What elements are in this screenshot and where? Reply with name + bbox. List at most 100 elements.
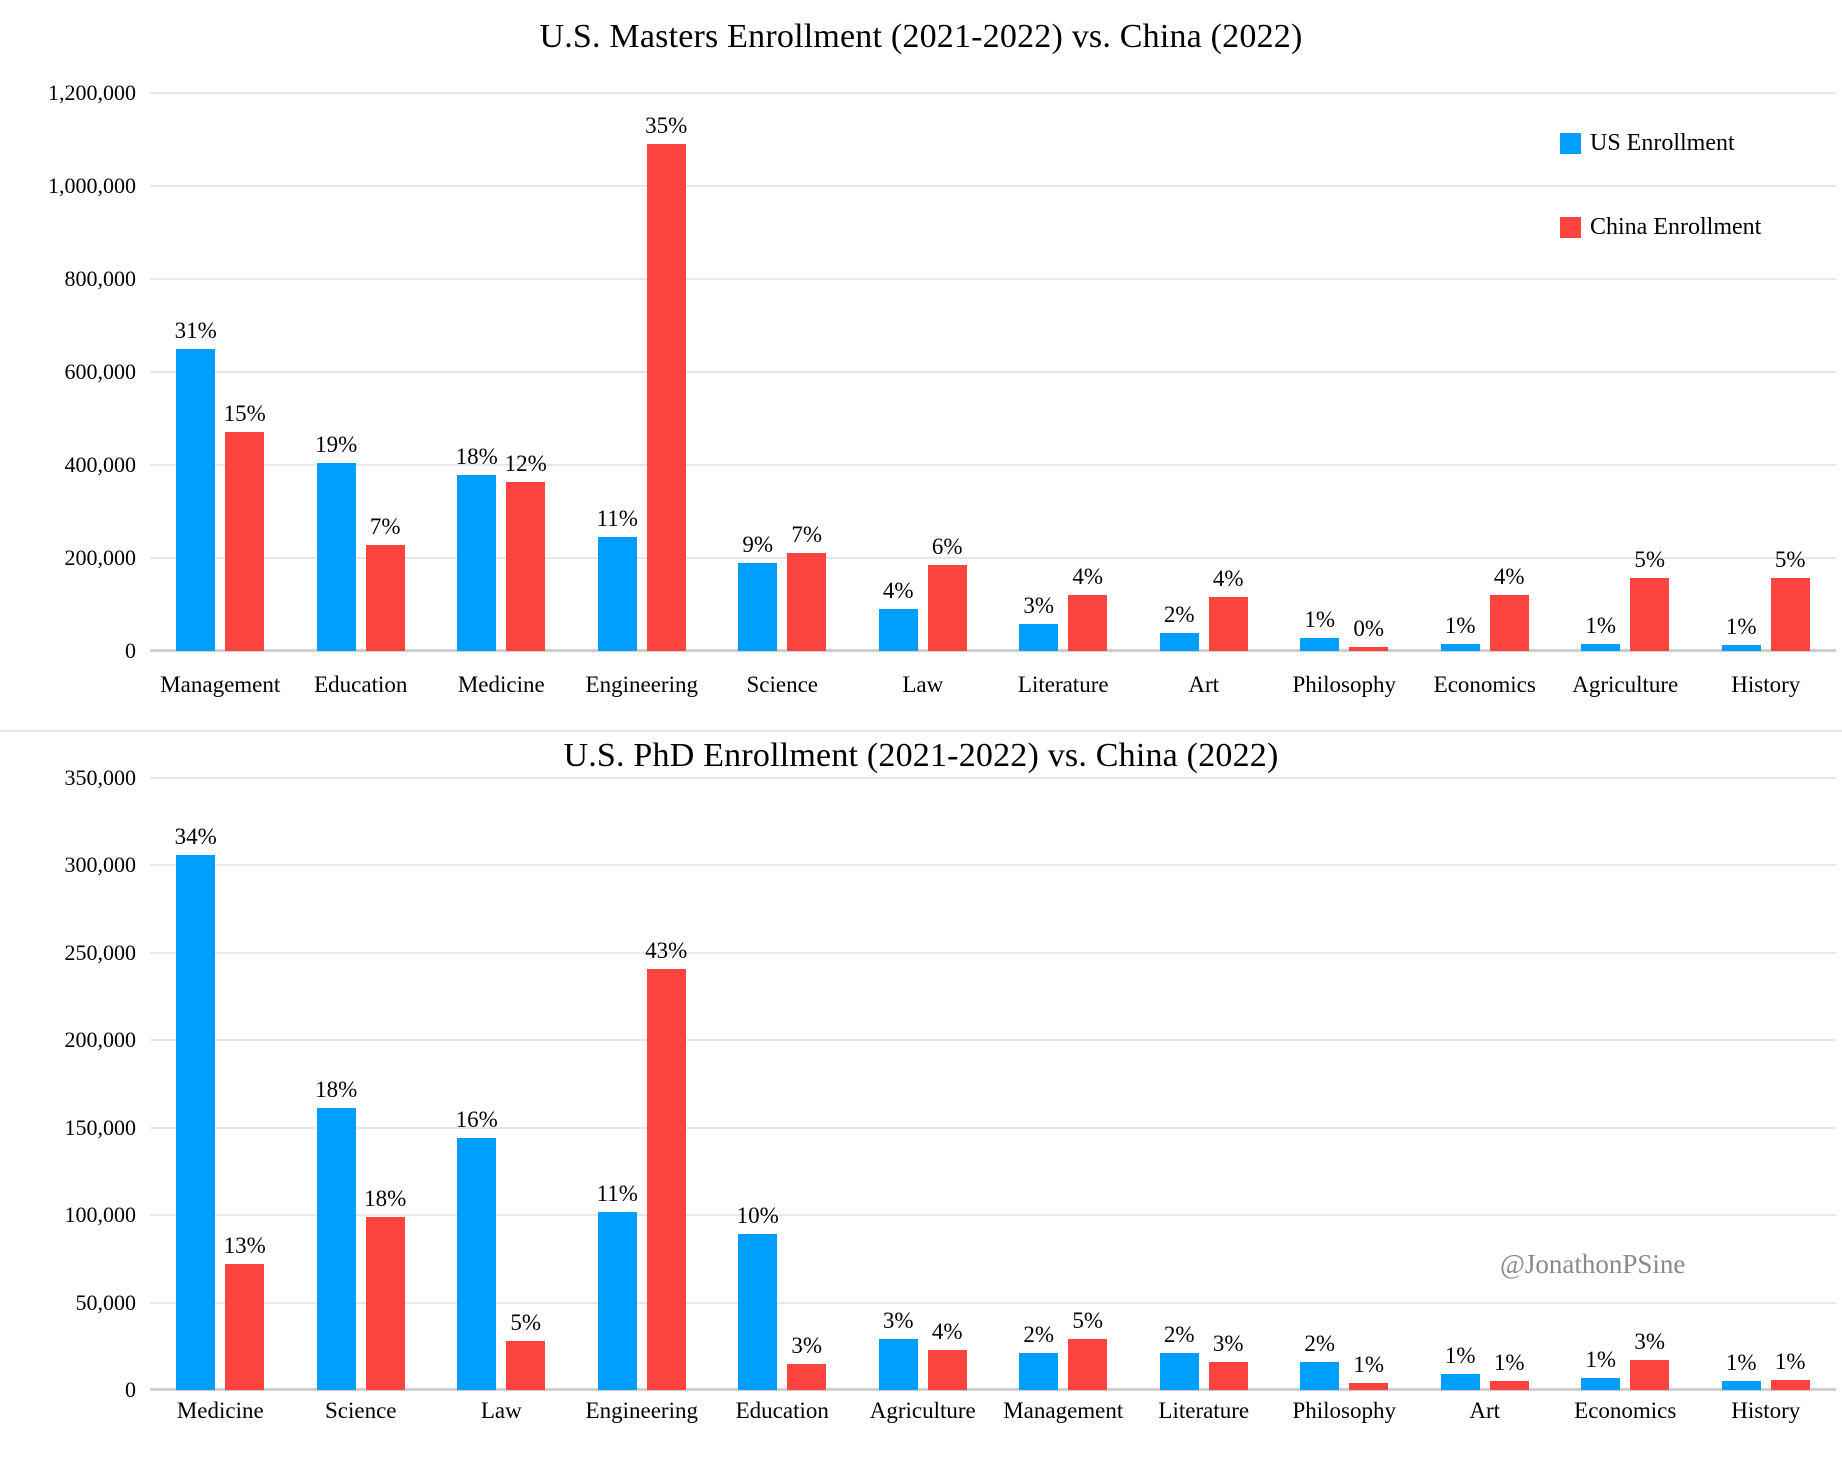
category-group-art: 2% 4% bbox=[1134, 93, 1275, 651]
category-group-philosophy: 2% 1% bbox=[1274, 778, 1415, 1390]
barwrap: 4% bbox=[1489, 564, 1529, 651]
barwrap: 1% bbox=[1489, 1350, 1529, 1390]
phd-chart-section: U.S. PhD Enrollment (2021-2022) vs. Chin… bbox=[0, 732, 1842, 1470]
bar-value-label: 18% bbox=[455, 444, 498, 469]
x-category-label-medicine: Medicine bbox=[457, 672, 545, 697]
category-group-law: 16% 5% bbox=[431, 778, 572, 1390]
y-tick-label: 350,000 bbox=[64, 765, 137, 790]
legend-label-us: US Enrollment bbox=[1590, 130, 1735, 156]
bar-value-label: 3% bbox=[882, 1308, 914, 1333]
barwrap: 3% bbox=[787, 1333, 827, 1390]
china-bar-science bbox=[365, 1217, 405, 1390]
masters-chart-section: U.S. Masters Enrollment (2021-2022) vs. … bbox=[0, 0, 1842, 732]
x-category-label-science: Science bbox=[324, 1398, 397, 1423]
us-bar-economics bbox=[1440, 644, 1480, 651]
barwrap: 0% bbox=[1349, 616, 1389, 651]
x-category-label-law: Law bbox=[902, 672, 944, 697]
china-bar-philosophy bbox=[1349, 647, 1389, 651]
barwrap: 11% bbox=[596, 506, 638, 651]
barwrap: 5% bbox=[1770, 547, 1810, 651]
barwrap: 12% bbox=[505, 451, 547, 651]
x-category-label-management: Management bbox=[160, 672, 281, 697]
barwrap: 7% bbox=[365, 514, 405, 651]
bar-value-label: 5% bbox=[1072, 1308, 1104, 1333]
y-tick-label: 0 bbox=[125, 1377, 136, 1402]
china-bar-education bbox=[365, 545, 405, 651]
x-category-label-art: Art bbox=[1188, 672, 1220, 697]
us-bar-history bbox=[1721, 1381, 1761, 1390]
barwrap: 1% bbox=[1300, 607, 1340, 651]
x-category-label-education: Education bbox=[735, 1398, 829, 1423]
bar-value-label: 0% bbox=[1353, 616, 1385, 641]
bar-value-label: 35% bbox=[645, 113, 688, 138]
gridline bbox=[150, 1126, 1836, 1129]
barwrap: 1% bbox=[1581, 613, 1621, 651]
china-bar-medicine bbox=[225, 1264, 265, 1390]
y-tick-label: 200,000 bbox=[64, 1027, 137, 1053]
bar-value-label: 15% bbox=[223, 401, 266, 426]
category-group-education: 19% 7% bbox=[291, 93, 432, 651]
bars-layer: 31% 15% 19% 7% 18% 12% 11% 35% 9% 7% 4% 6% 3% 4% 2% 4% 1… bbox=[150, 93, 1836, 651]
bar-value-label: 2% bbox=[1023, 1322, 1055, 1347]
us-bar-science bbox=[738, 563, 778, 651]
x-category-label-history: History bbox=[1731, 1398, 1801, 1423]
category-group-management: 31% 15% bbox=[150, 93, 291, 651]
china-bar-medicine bbox=[506, 482, 546, 651]
x-category-label-economics: Economics bbox=[1433, 672, 1536, 697]
us-bar-education bbox=[738, 1234, 778, 1390]
barwrap: 34% bbox=[175, 824, 217, 1390]
us-bar-science bbox=[316, 1108, 356, 1390]
bar-value-label: 43% bbox=[645, 938, 688, 963]
barwrap: 1% bbox=[1721, 614, 1761, 651]
bar-value-label: 4% bbox=[1212, 566, 1244, 591]
us-bar-philosophy bbox=[1300, 638, 1340, 651]
bar-value-label: 3% bbox=[1212, 1331, 1244, 1356]
us-series-swatch-icon bbox=[1560, 133, 1581, 154]
category-group-economics: 1% 4% bbox=[1415, 93, 1556, 651]
category-group-agriculture: 3% 4% bbox=[853, 778, 994, 1390]
phd-y-axis: 350,000 300,000 250,000 200,000 150,000 100,0… bbox=[0, 732, 137, 1470]
barwrap: 1% bbox=[1581, 1347, 1621, 1390]
barwrap: 4% bbox=[1068, 564, 1108, 651]
x-category-label-literature: Literature bbox=[1158, 1398, 1250, 1423]
us-bar-medicine bbox=[457, 475, 497, 651]
barwrap: 4% bbox=[878, 578, 918, 651]
phd-plot-area: 34% 13% 18% 18% 16% 5% 11% 43% 10% 3% 3% 4% 2% 5% 2% 3%… bbox=[150, 777, 1836, 1391]
category-group-economics: 1% 3% bbox=[1555, 778, 1696, 1390]
bar-value-label: 4% bbox=[931, 1319, 963, 1344]
bars-layer: 34% 13% 18% 18% 16% 5% 11% 43% 10% 3% 3% 4% 2% 5% 2% 3%… bbox=[150, 778, 1836, 1390]
china-bar-literature bbox=[1068, 595, 1108, 651]
us-bar-engineering bbox=[597, 1212, 637, 1390]
us-bar-law bbox=[457, 1138, 497, 1390]
us-bar-education bbox=[316, 463, 356, 651]
category-group-science: 9% 7% bbox=[712, 93, 853, 651]
category-group-science: 18% 18% bbox=[291, 778, 432, 1390]
us-bar-art bbox=[1159, 633, 1199, 651]
bar-value-label: 1% bbox=[1725, 614, 1757, 639]
category-group-literature: 3% 4% bbox=[993, 93, 1134, 651]
y-tick-label: 150,000 bbox=[64, 1114, 137, 1140]
bar-value-label: 3% bbox=[1023, 593, 1055, 618]
bar-value-label: 11% bbox=[596, 506, 638, 531]
bar-value-label: 7% bbox=[791, 522, 823, 547]
bar-value-label: 6% bbox=[931, 534, 963, 559]
china-bar-law bbox=[506, 1341, 546, 1390]
category-group-literature: 2% 3% bbox=[1134, 778, 1275, 1390]
bar-value-label: 1% bbox=[1353, 1352, 1385, 1377]
masters-y-axis: 1,200,000 1,000,000 800,000 600,000 400,000 2… bbox=[0, 0, 136, 730]
bar-value-label: 2% bbox=[1163, 602, 1195, 627]
y-tick-label: 1,200,000 bbox=[48, 80, 136, 105]
bar-value-label: 1% bbox=[1444, 613, 1476, 638]
bar-value-label: 5% bbox=[510, 1310, 542, 1335]
category-group-agriculture: 1% 5% bbox=[1555, 93, 1696, 651]
x-category-label-science: Science bbox=[746, 672, 818, 697]
gridline bbox=[150, 92, 1836, 94]
barwrap: 2% bbox=[1019, 1322, 1059, 1390]
bar-value-label: 11% bbox=[596, 1181, 638, 1206]
china-series-swatch-icon bbox=[1560, 217, 1581, 238]
y-tick-label: 1,000,000 bbox=[48, 173, 136, 198]
bar-value-label: 18% bbox=[364, 1186, 407, 1211]
barwrap: 18% bbox=[315, 1077, 357, 1390]
y-tick-label: 300,000 bbox=[64, 852, 137, 878]
category-group-medicine: 34% 13% bbox=[150, 778, 291, 1390]
